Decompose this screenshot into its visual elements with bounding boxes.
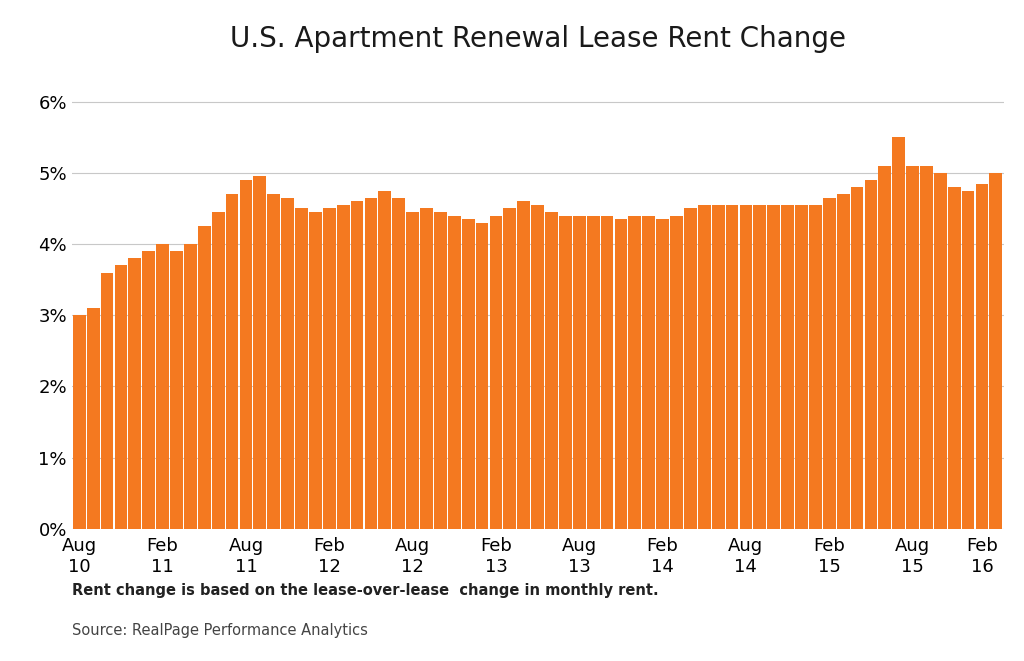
Bar: [142, 251, 156, 529]
Bar: [712, 205, 725, 529]
Bar: [670, 215, 683, 529]
Bar: [337, 205, 349, 529]
Bar: [795, 205, 808, 529]
Bar: [157, 244, 169, 529]
Bar: [128, 258, 141, 529]
Bar: [254, 176, 266, 529]
Bar: [517, 202, 530, 529]
Bar: [462, 219, 474, 529]
Bar: [587, 215, 599, 529]
Bar: [489, 215, 503, 529]
Bar: [115, 266, 127, 529]
Bar: [87, 308, 99, 529]
Text: Rent change is based on the lease-over-lease  change in monthly rent.: Rent change is based on the lease-over-l…: [72, 583, 658, 598]
Bar: [823, 198, 836, 529]
Bar: [906, 166, 919, 529]
Bar: [614, 219, 628, 529]
Text: Source: RealPage Performance Analytics: Source: RealPage Performance Analytics: [72, 623, 368, 638]
Bar: [531, 205, 544, 529]
Bar: [989, 173, 1002, 529]
Bar: [407, 212, 419, 529]
Bar: [739, 205, 753, 529]
Bar: [864, 180, 878, 529]
Bar: [572, 215, 586, 529]
Bar: [684, 208, 696, 529]
Bar: [920, 166, 933, 529]
Bar: [447, 215, 461, 529]
Bar: [184, 244, 197, 529]
Bar: [73, 315, 86, 529]
Bar: [198, 226, 211, 529]
Bar: [948, 187, 961, 529]
Bar: [365, 198, 377, 529]
Bar: [100, 272, 114, 529]
Bar: [323, 208, 336, 529]
Bar: [392, 198, 406, 529]
Bar: [642, 215, 655, 529]
Bar: [601, 215, 613, 529]
Bar: [754, 205, 766, 529]
Bar: [309, 212, 322, 529]
Bar: [504, 208, 516, 529]
Bar: [240, 180, 252, 529]
Bar: [656, 219, 669, 529]
Bar: [837, 194, 850, 529]
Bar: [350, 202, 364, 529]
Bar: [545, 212, 558, 529]
Bar: [962, 190, 975, 529]
Bar: [976, 184, 988, 529]
Bar: [767, 205, 780, 529]
Bar: [476, 223, 488, 529]
Bar: [212, 212, 224, 529]
Bar: [420, 208, 433, 529]
Bar: [809, 205, 821, 529]
Bar: [295, 208, 308, 529]
Bar: [267, 194, 281, 529]
Bar: [225, 194, 239, 529]
Bar: [559, 215, 571, 529]
Bar: [282, 198, 294, 529]
Bar: [698, 205, 711, 529]
Bar: [934, 173, 947, 529]
Bar: [892, 137, 905, 529]
Bar: [879, 166, 891, 529]
Bar: [379, 190, 391, 529]
Bar: [629, 215, 641, 529]
Bar: [434, 212, 446, 529]
Bar: [170, 251, 183, 529]
Bar: [781, 205, 794, 529]
Bar: [851, 187, 863, 529]
Title: U.S. Apartment Renewal Lease Rent Change: U.S. Apartment Renewal Lease Rent Change: [229, 24, 846, 53]
Bar: [726, 205, 738, 529]
